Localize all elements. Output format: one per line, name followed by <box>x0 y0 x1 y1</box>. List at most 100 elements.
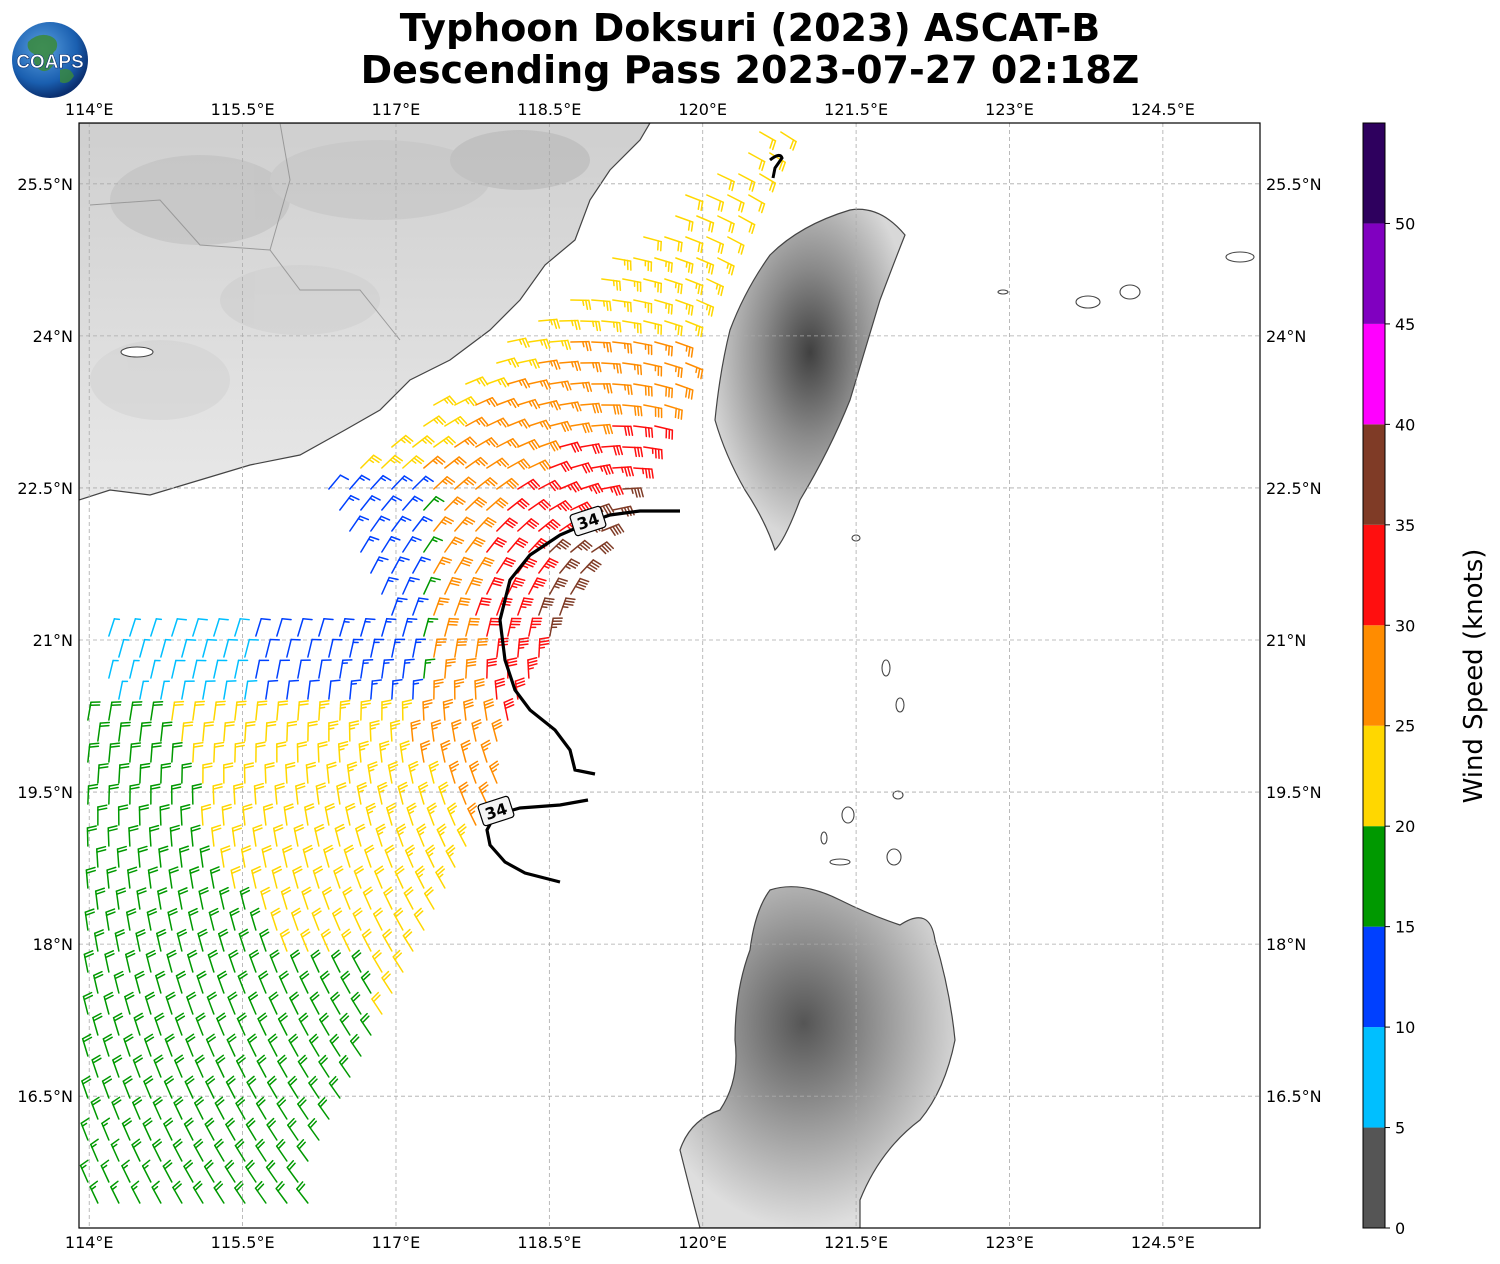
wind-barb <box>267 1033 278 1057</box>
wind-barb <box>489 760 500 784</box>
wind-barb <box>175 970 187 994</box>
wind-barb <box>133 1012 144 1036</box>
wind-barb <box>309 991 320 1015</box>
wind-barb <box>412 678 424 700</box>
wind-barb <box>93 929 105 952</box>
wind-barb <box>81 1075 92 1099</box>
wind-barb <box>301 886 312 910</box>
wind-barb <box>286 720 298 742</box>
wind-barb <box>360 454 382 469</box>
wind-barb <box>229 907 240 931</box>
wind-barb <box>404 844 415 868</box>
wind-barb <box>364 844 375 868</box>
map-frame <box>78 122 1261 1229</box>
wind-barb <box>124 991 135 1015</box>
wind-barb <box>139 762 151 784</box>
wind-barb <box>349 1033 362 1057</box>
wind-barb <box>318 618 334 637</box>
wind-barb <box>228 949 239 973</box>
wind-barb <box>84 908 95 931</box>
wind-barb <box>696 257 715 275</box>
wind-barb <box>399 740 410 763</box>
wind-barb <box>410 719 421 742</box>
wind-barb <box>296 1139 309 1162</box>
wind-barb <box>384 844 395 868</box>
lat-tick-left: 24°N <box>33 327 73 346</box>
wind-barb <box>349 515 370 532</box>
wind-barb <box>169 824 181 847</box>
wind-barb <box>328 679 341 700</box>
wind-barb <box>236 1012 247 1036</box>
wind-barb <box>675 299 694 316</box>
wind-barb <box>291 907 302 931</box>
wind-barb <box>486 657 497 679</box>
wind-barb <box>507 537 529 553</box>
wind-barb <box>164 1033 175 1057</box>
wind-barb <box>591 464 614 476</box>
wind-barb <box>387 761 399 784</box>
wind-barb <box>475 477 498 490</box>
wind-barb <box>190 824 201 847</box>
wind-barb <box>601 523 625 536</box>
wind-barb <box>402 617 418 637</box>
lon-tick-top: 124.5°E <box>1131 100 1195 119</box>
wind-barb <box>717 257 735 276</box>
wind-barb <box>622 404 643 417</box>
colorbar-tick: 20 <box>1395 817 1415 836</box>
wind-barb <box>433 638 447 658</box>
wind-barb <box>369 720 380 742</box>
wind-barb <box>195 1012 206 1036</box>
lat-tick-right: 25.5°N <box>1266 175 1322 194</box>
wind-barb <box>318 700 330 721</box>
wind-barb <box>328 474 350 490</box>
wind-barb <box>191 783 203 805</box>
wind-barb <box>307 720 318 742</box>
wind-barb <box>738 215 756 235</box>
wind-barb <box>612 257 632 271</box>
wind-barb <box>199 845 211 868</box>
wind-barb <box>448 760 460 784</box>
wind-barb <box>206 991 217 1015</box>
wind-barb <box>118 721 131 742</box>
wind-barb <box>270 907 281 931</box>
wind-barb <box>496 477 519 490</box>
wind-barb <box>214 1138 225 1162</box>
wind-barb <box>293 824 304 847</box>
wind-barb <box>507 418 531 429</box>
wind-barb <box>454 638 468 658</box>
wind-barb <box>549 577 568 595</box>
wind-barb <box>183 1159 194 1183</box>
wind-barb <box>433 435 456 448</box>
colorbar-segment <box>1363 123 1385 224</box>
plot-subtitle: Descending Pass 2023-07-27 02:18Z <box>360 48 1140 92</box>
wind-barb <box>296 1181 309 1204</box>
wind-barb <box>267 1075 278 1099</box>
wind-barb <box>311 907 322 931</box>
wind-barb <box>633 257 653 272</box>
wind-barb <box>82 991 94 1015</box>
wind-barb <box>402 576 420 595</box>
wind-barb <box>759 131 777 151</box>
lon-tick-bottom: 120°E <box>678 1233 727 1252</box>
colorbar-label: Wind Speed (knots) <box>1459 549 1489 804</box>
wind-barb <box>381 454 404 469</box>
wind-barb <box>622 446 644 458</box>
wind-barb <box>118 762 130 784</box>
wind-barb <box>317 1096 330 1120</box>
wind-barb <box>759 173 777 193</box>
wind-barb <box>165 991 176 1015</box>
lat-tick-right: 19.5°N <box>1266 783 1322 802</box>
wind-barb <box>496 438 520 448</box>
wind-barb <box>262 803 274 826</box>
wind-barb <box>453 678 465 700</box>
wind-barb <box>475 597 492 616</box>
wind-barb <box>381 576 399 595</box>
wind-barb <box>129 742 142 763</box>
wind-barb <box>454 396 478 407</box>
wind-barb <box>209 866 221 889</box>
wind-barb <box>339 617 355 637</box>
wind-barb <box>285 761 296 784</box>
wind-barb <box>189 866 200 889</box>
wind-barb <box>475 637 489 658</box>
wind-barb <box>181 721 194 742</box>
